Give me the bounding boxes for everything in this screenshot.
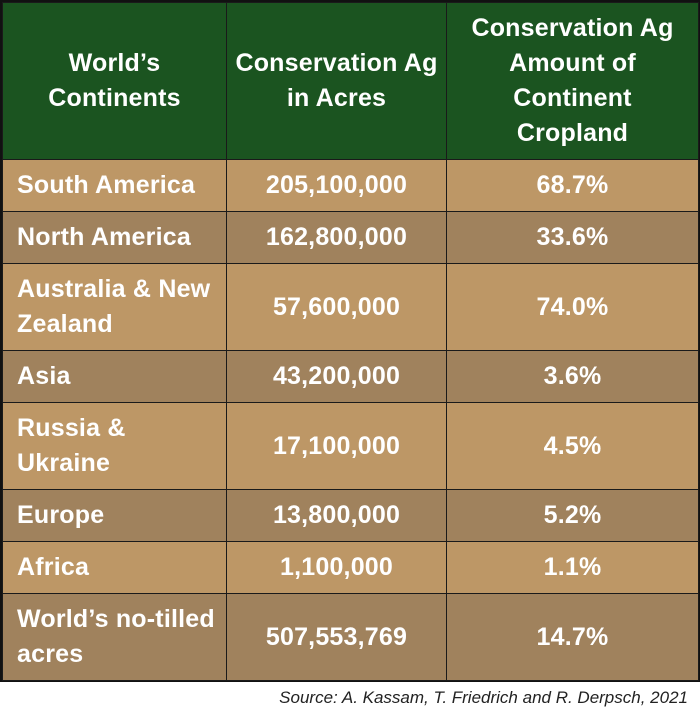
table-row: Africa 1,100,000 1.1% [2,541,699,594]
table-row-total: World’s no-tilled acres 507,553,769 14.7… [2,593,699,681]
acres-cell: 43,200,000 [226,350,447,403]
percent-cell: 68.7% [446,159,699,212]
table-row: Asia 43,200,000 3.6% [2,350,699,403]
header-continents: World’s Continents [2,2,227,160]
percent-cell: 1.1% [446,541,699,594]
percent-cell: 3.6% [446,350,699,403]
table-header-row: World’s Continents Conservation Ag in Ac… [2,2,699,160]
continent-cell: Africa [2,541,227,594]
continent-cell: South America [2,159,227,212]
percent-cell: 14.7% [446,593,699,681]
table-row: Australia & New Zealand 57,600,000 74.0% [2,263,699,351]
table-row: Russia & Ukraine 17,100,000 4.5% [2,402,699,490]
percent-cell: 4.5% [446,402,699,490]
percent-cell: 74.0% [446,263,699,351]
acres-cell: 17,100,000 [226,402,447,490]
acres-cell: 13,800,000 [226,489,447,542]
acres-cell: 57,600,000 [226,263,447,351]
continent-cell: World’s no-tilled acres [2,593,227,681]
continent-cell: Australia & New Zealand [2,263,227,351]
acres-cell: 162,800,000 [226,211,447,264]
percent-cell: 5.2% [446,489,699,542]
conservation-ag-table-container: World’s Continents Conservation Ag in Ac… [0,0,700,682]
continent-cell: Russia & Ukraine [2,402,227,490]
acres-cell: 205,100,000 [226,159,447,212]
source-caption: Source: A. Kassam, T. Friedrich and R. D… [279,688,688,707]
acres-cell: 1,100,000 [226,541,447,594]
table-row: North America 162,800,000 33.6% [2,211,699,264]
acres-cell: 507,553,769 [226,593,447,681]
table-row: Europe 13,800,000 5.2% [2,489,699,542]
header-percent: Conservation Ag Amount of Continent Crop… [446,2,699,160]
table-row: South America 205,100,000 68.7% [2,159,699,212]
conservation-ag-table: World’s Continents Conservation Ag in Ac… [2,2,699,681]
continent-cell: North America [2,211,227,264]
continent-cell: Europe [2,489,227,542]
continent-cell: Asia [2,350,227,403]
percent-cell: 33.6% [446,211,699,264]
header-acres: Conservation Ag in Acres [226,2,447,160]
